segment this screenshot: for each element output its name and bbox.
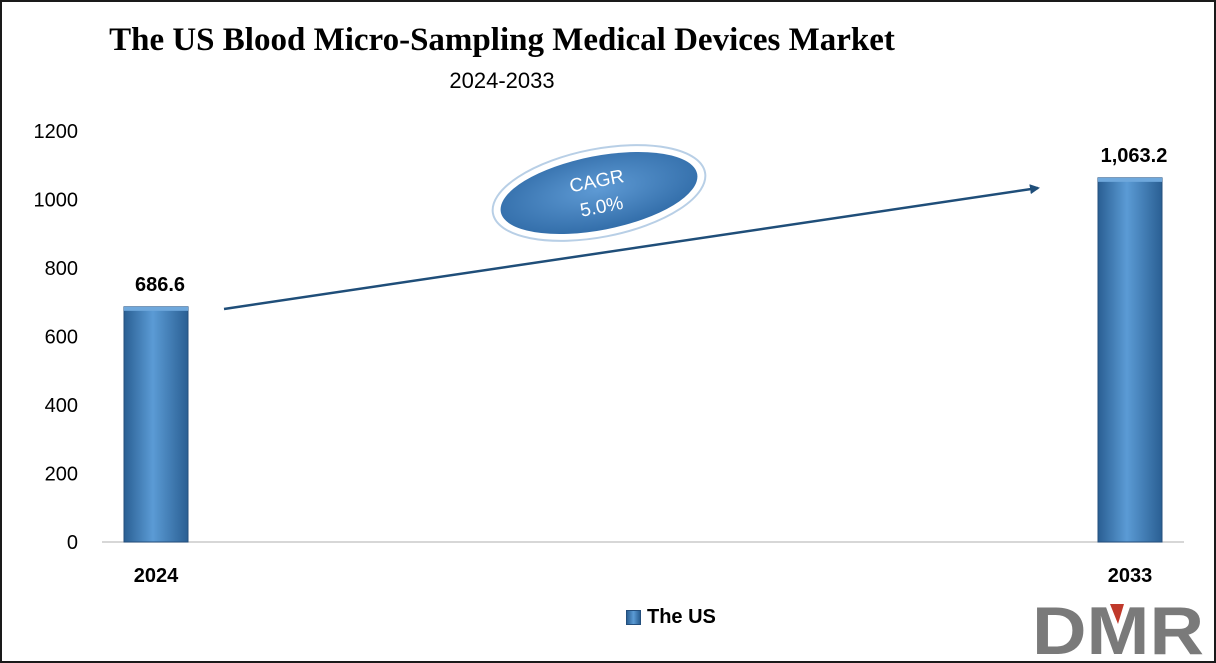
y-tick-label: 800 — [45, 258, 78, 280]
legend: The US — [626, 606, 716, 629]
x-tick-label: 2024 — [134, 565, 179, 587]
y-tick-label: 1200 — [34, 121, 79, 143]
bar-2033 — [1097, 177, 1163, 543]
bar-cap — [124, 306, 188, 311]
y-tick-label: 400 — [45, 395, 78, 417]
data-label: 1,063.2 — [1101, 145, 1168, 167]
y-tick-label: 200 — [45, 464, 78, 486]
bar-cap — [1098, 177, 1162, 182]
y-tick-label: 1000 — [34, 190, 79, 212]
dmr-logo: DMR — [1032, 598, 1204, 660]
cagr-arrow — [223, 184, 1040, 311]
y-tick-label: 600 — [45, 327, 78, 349]
legend-swatch — [626, 610, 641, 625]
x-axis-labels: 2024 2033 — [134, 565, 1153, 587]
bars: 686.6 1,063.2 — [123, 145, 1168, 543]
data-label: 686.6 — [135, 274, 185, 296]
cagr-callout: CAGR 5.0% — [491, 144, 707, 242]
chart-title: The US Blood Micro-Sampling Medical Devi… — [109, 22, 895, 58]
chart-subtitle: 2024-2033 — [449, 68, 555, 93]
y-axis: 0 200 400 600 800 1000 1200 — [34, 121, 79, 554]
y-tick-label: 0 — [67, 532, 78, 554]
bar-2024 — [123, 306, 189, 543]
x-tick-label: 2033 — [1108, 565, 1153, 587]
legend-label: The US — [647, 606, 716, 628]
logo-accent — [1110, 604, 1124, 624]
